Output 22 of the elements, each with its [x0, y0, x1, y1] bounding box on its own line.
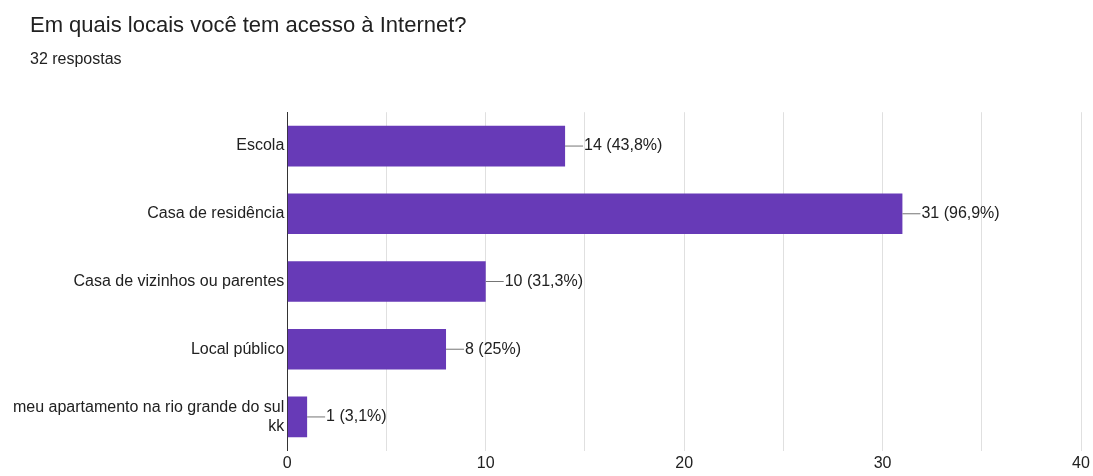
x-tick-label: 0 — [282, 453, 292, 471]
x-tick-label: 10 — [476, 453, 495, 471]
data-label: 31 (96,9%) — [921, 204, 1000, 222]
y-tick-label: Local público — [190, 339, 285, 357]
chart-title: Em quais locais você tem acesso à Internet? — [30, 12, 467, 38]
y-tick-label: Casa de residência — [147, 204, 285, 222]
text: 32 respostas — [30, 50, 122, 68]
data-label: 14 (43,8%) — [584, 136, 663, 154]
y-tick-label: Casa de vizinhos ou parentes — [73, 271, 285, 289]
y-tick-label: meu apartamento na rio grande do sul kk — [13, 397, 286, 434]
x-tick-label: 40 — [1072, 453, 1090, 471]
bar — [287, 193, 903, 235]
x-tick-label: 20 — [675, 453, 694, 471]
bar — [287, 125, 566, 167]
bar — [287, 261, 486, 302]
bar — [287, 328, 447, 370]
data-label: 8 (25%) — [465, 339, 522, 357]
data-label: 1 (3,1%) — [326, 407, 387, 425]
y-tick-label: Escola — [236, 136, 285, 154]
x-tick-label: 30 — [873, 453, 892, 471]
data-label: 10 (31,3%) — [504, 271, 583, 289]
bar — [287, 396, 308, 438]
